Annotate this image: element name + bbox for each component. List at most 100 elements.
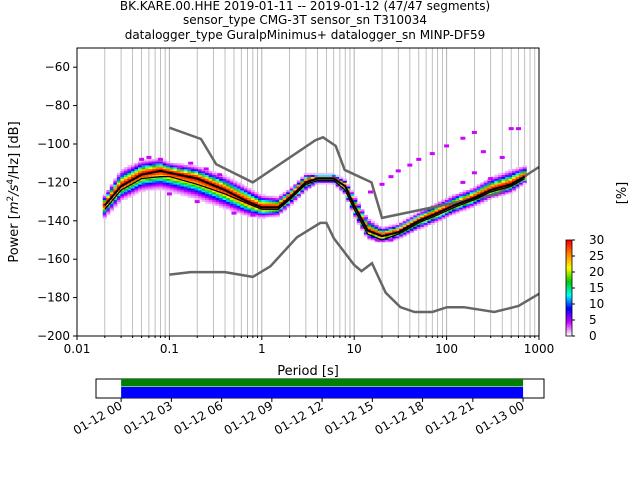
density-cell	[303, 186, 308, 189]
density-cell	[187, 188, 192, 191]
density-cell	[243, 207, 249, 210]
colorbar-segment	[566, 326, 572, 329]
density-cell	[190, 188, 196, 191]
y-tick-label: −80	[45, 99, 70, 113]
density-cell	[233, 184, 238, 187]
density-cell	[106, 190, 111, 193]
density-cell	[416, 211, 421, 214]
density-cell	[145, 186, 150, 189]
density-cell	[261, 197, 266, 200]
density-cell	[282, 192, 287, 195]
density-cell	[317, 172, 323, 176]
density-cell	[187, 174, 192, 177]
density-cell	[265, 213, 270, 216]
density-cell	[462, 195, 467, 199]
colorbar-segment	[566, 297, 572, 300]
density-cell	[222, 195, 227, 199]
colorbar-segment	[566, 313, 572, 316]
density-cell	[342, 178, 347, 181]
density-cell	[208, 195, 213, 199]
density-cell	[342, 192, 347, 195]
timeline-tick-label: 01-12 12	[272, 398, 326, 437]
density-cell	[452, 205, 457, 208]
density-cell	[275, 213, 280, 216]
new-high-noise-model	[168, 126, 540, 220]
density-cell	[212, 203, 217, 206]
density-cell	[254, 197, 259, 200]
density-cell	[473, 190, 478, 193]
density-cell	[173, 174, 178, 177]
density-cell	[385, 228, 390, 231]
x-tick-label: 0.1	[160, 342, 179, 356]
density-cell	[166, 188, 171, 191]
density-cell	[261, 216, 266, 220]
density-cell	[123, 174, 129, 177]
density-cell	[201, 178, 206, 181]
density-cell	[102, 201, 107, 204]
density-cell	[497, 178, 503, 181]
density-cell	[134, 163, 139, 166]
density-cell	[427, 211, 432, 214]
density-cell	[512, 174, 517, 177]
outlier-cell	[516, 127, 522, 131]
timeline-tick-label: 01-12 06	[171, 398, 225, 437]
density-cell	[102, 205, 107, 208]
density-cell	[279, 211, 284, 214]
density-cell	[367, 228, 372, 231]
density-cell	[219, 184, 224, 187]
colorbar-segment	[566, 328, 572, 330]
density-cell	[148, 182, 153, 185]
density-cell	[416, 216, 421, 220]
density-cell	[127, 170, 132, 174]
density-cell	[102, 197, 107, 200]
density-cell	[448, 197, 453, 200]
y-tick-label: −140	[37, 214, 70, 228]
colorbar-segment	[566, 278, 572, 281]
density-cell	[268, 199, 273, 202]
density-cell	[236, 190, 241, 193]
density-cell	[430, 215, 436, 218]
density-cell	[487, 186, 492, 189]
density-cell	[437, 216, 443, 220]
density-cell	[173, 170, 178, 174]
density-cell	[208, 184, 213, 187]
density-cell	[106, 207, 111, 210]
density-cell	[205, 174, 210, 177]
density-cell	[166, 182, 171, 185]
density-cell	[190, 193, 196, 197]
density-cell	[363, 215, 368, 218]
density-cell	[173, 182, 178, 185]
density-cell	[416, 228, 421, 231]
density-cell	[141, 188, 146, 191]
density-cell	[501, 184, 506, 187]
density-cell	[169, 168, 174, 172]
density-cell	[293, 197, 298, 200]
density-cell	[116, 176, 121, 179]
outlier-cell	[367, 190, 373, 194]
density-cell	[116, 182, 121, 185]
x-tick-label: 10	[347, 342, 362, 356]
density-cell	[226, 178, 231, 181]
density-cell	[257, 211, 263, 214]
colorbar-segment	[566, 280, 572, 282]
outlier-cell	[250, 213, 256, 217]
density-cell	[363, 228, 368, 231]
density-cell	[392, 224, 397, 227]
density-cell	[219, 205, 224, 208]
density-cell	[236, 182, 241, 185]
density-cell	[416, 224, 421, 227]
coverage-band-used-data	[121, 379, 524, 387]
density-cell	[169, 167, 174, 170]
density-cell	[123, 192, 129, 195]
colorbar-segment	[566, 264, 572, 266]
density-cell	[120, 190, 125, 193]
density-cell	[162, 165, 167, 168]
density-cell	[353, 215, 358, 218]
x-tick-label: 100	[435, 342, 458, 356]
density-cell	[261, 215, 266, 218]
density-cell	[349, 201, 354, 204]
density-cell	[198, 195, 203, 199]
density-cell	[240, 209, 245, 212]
density-cell	[476, 203, 481, 206]
density-cell	[166, 168, 171, 172]
